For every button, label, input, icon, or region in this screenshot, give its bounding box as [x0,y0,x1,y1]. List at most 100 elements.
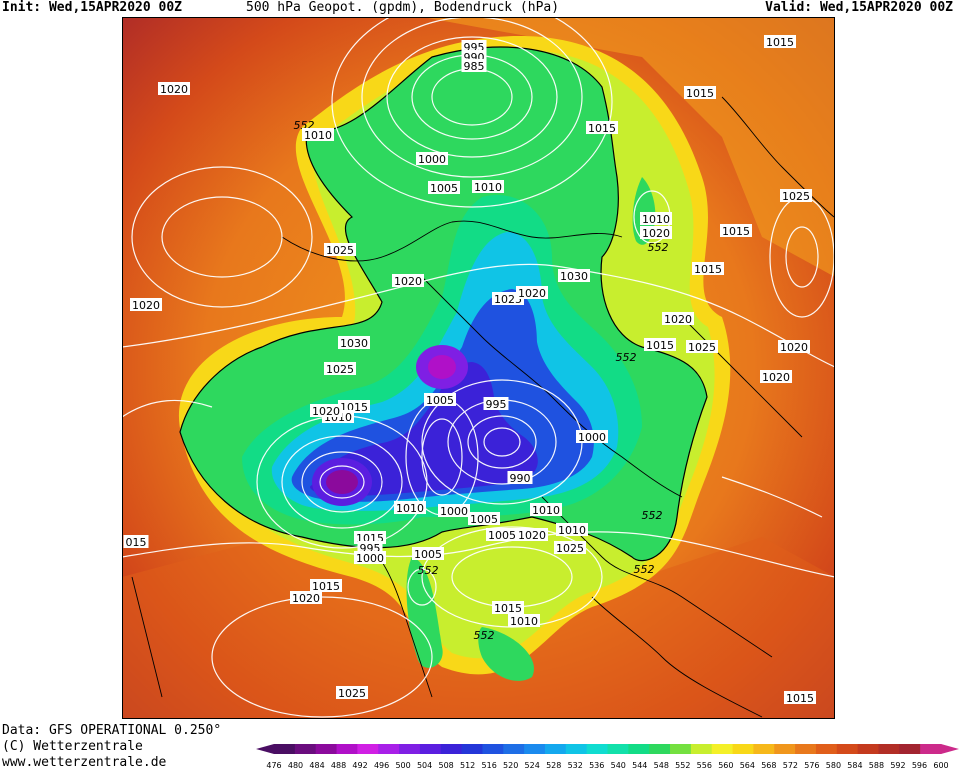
legend-bars [256,744,959,754]
legend-tick-label: 556 [697,761,712,770]
isobar-label-box [780,189,812,202]
isobar-label-box [336,686,368,699]
isobar-label: 1005 [414,548,442,561]
map-title: 500 hPa Geopot. (gpdm), Bodendruck (hPa) [246,0,560,15]
legend-swatch [711,744,734,754]
isobar-label: 985 [464,60,485,73]
isobar-label-box [586,121,618,134]
isobar-label: 1025 [688,341,716,354]
legend-tick-label: 580 [826,761,841,770]
isobar-label-box [764,35,796,48]
legend-tick-label: 588 [869,761,884,770]
legend-swatch [732,744,754,754]
legend-tick-label: 568 [761,761,776,770]
init-time: Init: Wed,15APR2020 00Z [2,0,183,15]
isobar-label: 1010 [474,181,502,194]
isobar-label: 1015 [646,339,674,352]
isobar-label-box [508,614,540,627]
website-link[interactable]: www.wetterzentrale.de [2,755,167,770]
isobar-label-box [486,528,518,541]
legend-swatch [294,744,317,754]
legend-tick-label: 500 [395,761,410,770]
contour-label: 552 [642,509,663,522]
isobar-label-box [290,591,322,604]
legend-tick-label: 600 [933,761,948,770]
legend-swatch [836,744,859,754]
isobar-label: 1010 [642,213,670,226]
isobar-label-box [357,541,383,554]
legend-tick-label: 540 [611,761,626,770]
legend-tick-label: 532 [568,761,583,770]
isobar-label-box [461,59,487,72]
isobar-label-box [472,180,504,193]
isobar-label: 1005 [488,529,516,542]
isobar-label-box [492,601,524,614]
isobar-label-box [123,535,149,548]
isobar-label: 1015 [588,122,616,135]
isobar-label-box [338,400,370,413]
legend-swatch [461,744,483,754]
isobar-label-box [354,551,386,564]
isobar-label-box [530,503,562,516]
legend-tick-label: 572 [783,761,798,770]
color-legend: 476 480 484 488 492 496 500 504 508 512 516 520 524 5… [256,744,959,770]
legend-tick-label: 480 [288,761,303,770]
legend-tick-label: 504 [417,761,432,770]
isobar-label-box [394,501,426,514]
isobar-label: 1020 [642,227,670,240]
legend-swatch [857,744,879,754]
legend-tick-label: 492 [352,761,367,770]
isobar-label: 1020 [160,83,188,96]
isobar-label: 1010 [532,504,560,517]
legend-swatch [586,744,608,754]
isobar-label-box [554,541,586,554]
legend-swatch [920,744,942,754]
legend-swatch [419,744,442,754]
isobar-label: 015 [126,536,147,549]
isobar-label-box [416,152,448,165]
low-core-2 [326,470,358,494]
legend-tick-label: 512 [460,761,475,770]
legend-tick-label: 576 [804,761,819,770]
legend-tick-label: 536 [589,761,604,770]
isobar-label-box [483,397,509,410]
isobar-label: 1010 [396,502,424,515]
legend-tick-label: 496 [374,761,389,770]
isobar-label-box [324,243,356,256]
isobar-label-box [640,212,672,225]
isobar-label: 1000 [356,552,384,565]
legend-swatch [440,744,463,754]
contour-label: 552 [616,351,637,364]
map-frame [122,17,835,719]
isobar-label: 1020 [292,592,320,605]
isobar-label: 1005 [426,394,454,407]
legend-tick-label: 520 [503,761,518,770]
legend-swatch [544,744,567,754]
isobar-label-box [558,269,590,282]
isobar-label-box [158,82,190,95]
legend-tick-label: 544 [632,761,647,770]
legend-swatch [628,744,650,754]
isobar-label-box [338,336,370,349]
legend-swatch [607,744,629,754]
isobar-label-box [576,430,608,443]
isobar-label: 1025 [556,542,584,555]
isobar-label-box [461,40,487,53]
isobar-label: 1020 [664,313,692,326]
legend-swatch [274,744,296,754]
legend-swatch [649,744,671,754]
legend-swatch [378,744,400,754]
isobar-label-box [516,528,548,541]
isobar-label: 1015 [694,263,722,276]
isobar-label: 1030 [340,337,368,350]
isobar-label-box [644,338,676,351]
isobar-label-box [354,531,386,544]
zone-548-south [406,557,443,668]
isobar-label: 1010 [510,615,538,628]
legend-swatch [336,744,358,754]
contour-label: 552 [648,241,669,254]
legend-swatch [399,744,421,754]
legend-tick-label: 584 [847,761,862,770]
isobar-label-box [302,128,334,141]
